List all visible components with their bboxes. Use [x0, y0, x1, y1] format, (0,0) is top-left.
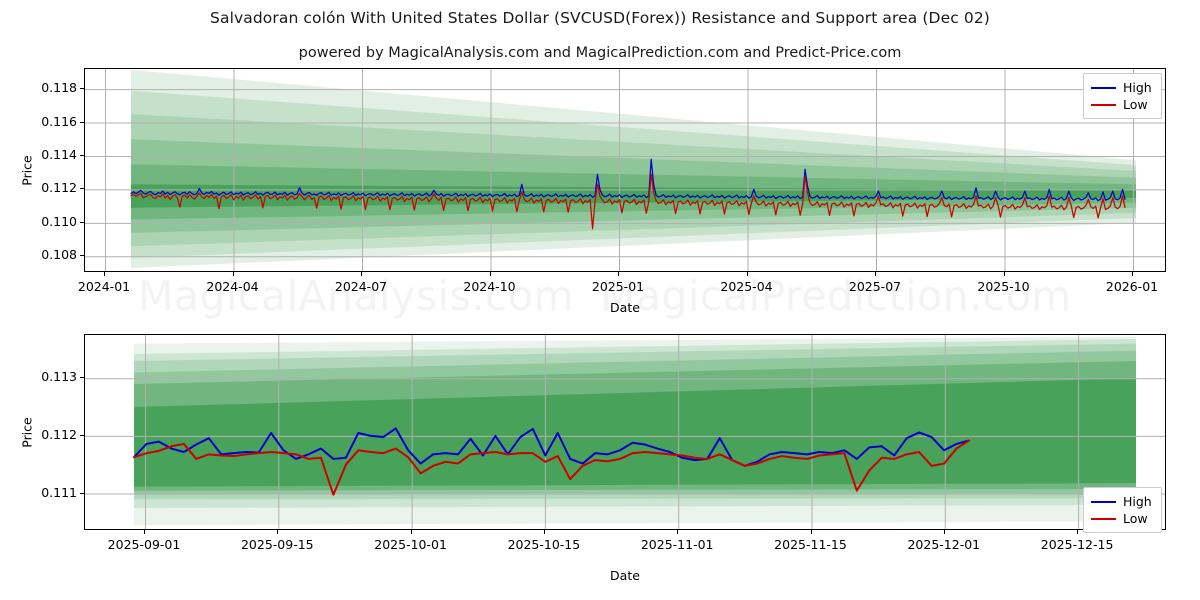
x-tick-label: 2024-01: [77, 279, 131, 294]
x-tick-mark: [875, 272, 876, 276]
x-tick-label: 2025-09-15: [240, 537, 314, 552]
recent-x-axis-label: Date: [610, 568, 640, 583]
x-tick-mark: [1132, 272, 1133, 276]
x-tick-mark: [810, 530, 812, 534]
legend-label-high: High: [1123, 80, 1152, 95]
y-tick-label: 0.112: [41, 180, 77, 196]
y-tick-mark: [80, 188, 84, 190]
y-tick-label: 0.108: [41, 247, 77, 263]
y-tick-mark: [80, 434, 84, 436]
y-tick-mark: [80, 88, 84, 90]
x-tick-mark: [677, 530, 679, 534]
y-tick-label: 0.114: [41, 146, 77, 162]
high-line-swatch-icon: [1091, 86, 1116, 89]
overview-x-axis-label: Date: [610, 300, 640, 315]
y-tick-label: 0.113: [41, 369, 77, 385]
x-tick-mark: [144, 530, 145, 534]
y-tick-label: 0.118: [41, 80, 77, 96]
x-tick-label: 2025-10: [977, 279, 1030, 294]
low-line-swatch-icon: [1091, 517, 1116, 520]
x-tick-label: 2025-12-01: [907, 537, 981, 552]
overview-plot-svg: [85, 69, 1165, 271]
y-tick-mark: [80, 154, 84, 156]
x-tick-mark: [104, 272, 105, 276]
legend-label-low: Low: [1123, 97, 1148, 112]
x-tick-label: 2025-01: [591, 279, 645, 294]
legend-label-low: Low: [1123, 511, 1148, 526]
y-tick-label: 0.116: [41, 113, 77, 129]
y-tick-label: 0.111: [41, 484, 77, 500]
recent-plot-svg: [85, 335, 1165, 529]
legend-item-low: Low: [1091, 96, 1152, 113]
x-tick-label: 2025-11-01: [640, 537, 714, 552]
y-tick-mark: [80, 377, 84, 379]
x-tick-label: 2025-10-15: [507, 537, 581, 552]
recent-chart-panel: [84, 334, 1166, 530]
x-tick-label: 2024-07: [334, 279, 388, 294]
x-tick-mark: [410, 530, 412, 534]
high-line-swatch-icon: [1091, 500, 1116, 503]
x-tick-mark: [232, 272, 234, 276]
x-tick-label: 2026-01: [1105, 279, 1159, 294]
y-tick-mark: [80, 492, 84, 494]
y-tick-label: 0.112: [41, 426, 77, 442]
x-tick-label: 2025-04: [720, 279, 773, 294]
x-tick-label: 2025-07: [848, 279, 902, 294]
y-tick-label: 0.110: [41, 213, 77, 229]
x-tick-label: 2024-10: [463, 279, 516, 294]
x-tick-mark: [1003, 272, 1005, 276]
x-tick-label: 2025-10-01: [374, 537, 447, 552]
chart-title: Salvadoran colón With United States Doll…: [210, 9, 990, 27]
x-tick-label: 2025-09-01: [107, 537, 181, 552]
x-tick-mark: [618, 272, 619, 276]
legend-label-high: High: [1123, 494, 1152, 509]
legend-item-high: High: [1091, 79, 1152, 96]
overview-legend: High Low: [1083, 73, 1162, 119]
x-tick-mark: [943, 530, 945, 534]
x-tick-label: 2024-04: [206, 279, 259, 294]
y-tick-mark: [80, 255, 84, 257]
x-tick-mark: [277, 530, 279, 534]
y-tick-mark: [80, 121, 84, 123]
low-line-swatch-icon: [1091, 103, 1116, 106]
x-tick-mark: [361, 272, 362, 276]
x-tick-label: 2025-12-15: [1040, 537, 1114, 552]
overview-chart-panel: [84, 68, 1166, 272]
x-tick-mark: [543, 530, 545, 534]
x-tick-mark: [746, 272, 748, 276]
x-tick-mark: [1077, 530, 1079, 534]
y-tick-mark: [80, 221, 84, 223]
legend-item-low: Low: [1091, 510, 1152, 527]
recent-legend: High Low: [1083, 487, 1162, 533]
chart-subtitle: powered by MagicalAnalysis.com and Magic…: [298, 45, 902, 61]
x-tick-mark: [489, 272, 491, 276]
legend-item-high: High: [1091, 493, 1152, 510]
x-tick-label: 2025-11-15: [774, 537, 847, 552]
